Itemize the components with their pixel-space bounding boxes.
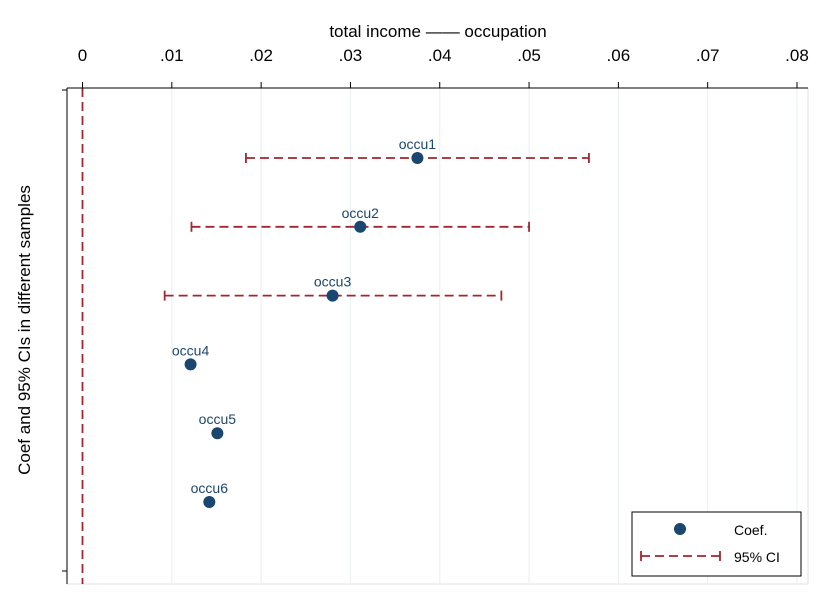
legend-box [631, 511, 802, 577]
x-tick-label: .06 [607, 46, 631, 65]
x-axis-ticks: 0 .01 .02 .03 .04 .05 .06 .07 .08 [78, 46, 809, 88]
x-tick-label: .04 [428, 46, 452, 65]
legend: Coef. 95% CI [631, 511, 802, 577]
x-tick-label: .07 [696, 46, 720, 65]
point-label: occu5 [199, 411, 237, 427]
x-tick-label: .02 [249, 46, 273, 65]
plot-frame [66, 87, 809, 585]
x-tick-label: .01 [160, 46, 184, 65]
point-label: occu1 [399, 136, 437, 152]
point-label: occu2 [342, 205, 380, 221]
coef-point [211, 427, 224, 440]
coef-point [411, 152, 424, 164]
coef-point [203, 496, 216, 508]
point-labels: occu1 occu2 occu3 occu4 occu5 occu6 [172, 136, 436, 496]
x-tick-label: .03 [339, 46, 363, 65]
x-tick-label: 0 [78, 46, 87, 65]
legend-ci-label: 95% CI [734, 549, 780, 565]
gridlines [171, 88, 798, 584]
x-tick-label: .08 [785, 46, 809, 65]
point-label: occu6 [191, 480, 229, 496]
legend-ci-marker [640, 551, 721, 561]
y-axis-title: Coef and 95% CIs in different samples [15, 185, 34, 475]
coef-point [354, 220, 367, 233]
point-label: occu3 [314, 274, 352, 290]
coefficient-points [184, 152, 424, 508]
x-tick-label: .05 [517, 46, 541, 65]
legend-coef-label: Coef. [734, 522, 767, 538]
legend-coef-marker [674, 523, 686, 535]
point-label: occu4 [172, 342, 210, 358]
x-axis-title: total income —— occupation [329, 22, 546, 41]
coef-point [184, 358, 197, 371]
coef-point [326, 289, 339, 302]
